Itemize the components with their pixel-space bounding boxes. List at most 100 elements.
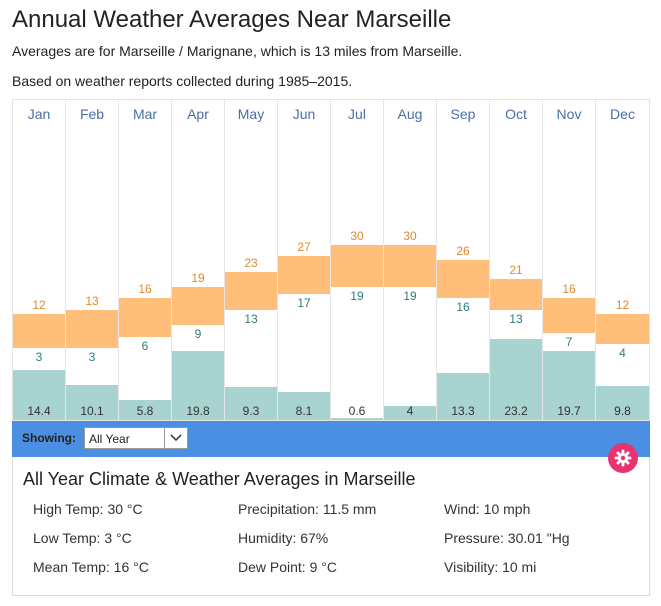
high-temp-label: 30 — [350, 228, 364, 243]
precip-label: 9.3 — [242, 404, 260, 418]
low-temp-label: 6 — [141, 338, 149, 353]
month-label: Dec — [610, 106, 635, 122]
precip-label: 23.2 — [504, 404, 528, 418]
month-column-aug: Aug 30 19 4 — [384, 100, 437, 420]
low-temp-label: 3 — [88, 350, 96, 365]
stat-visibility: Visibility: 10 mi — [444, 559, 537, 575]
temp-range-bar — [225, 271, 277, 310]
high-temp-label: 26 — [456, 244, 470, 259]
month-column-mar: Mar 16 6 5.8 — [119, 100, 172, 420]
high-temp-label: 23 — [244, 255, 258, 270]
temp-range-bar — [172, 286, 224, 326]
high-temp-label: 12 — [32, 297, 46, 312]
select-toggle-button[interactable] — [164, 428, 187, 448]
month-label: Apr — [187, 106, 209, 122]
precip-label: 4 — [406, 404, 414, 418]
high-temp-label: 19 — [191, 270, 205, 285]
precip-bar — [119, 399, 171, 420]
high-temp-label: 16 — [138, 282, 152, 297]
showing-bar: Showing: All Year — [12, 421, 650, 457]
settings-button[interactable] — [608, 443, 638, 473]
precip-bar — [437, 373, 489, 420]
stat-humidity: Humidity: 67% — [238, 530, 329, 546]
high-temp-label: 13 — [85, 293, 99, 308]
month-label: Jun — [292, 106, 316, 122]
precip-bar — [596, 385, 649, 420]
high-temp-label: 16 — [562, 282, 576, 297]
period-select-value: All Year — [89, 432, 130, 446]
page-title: Annual Weather Averages Near Marseille — [12, 6, 452, 33]
temp-range-bar — [437, 260, 489, 299]
precip-bar — [384, 406, 436, 420]
temp-range-bar — [119, 298, 171, 337]
precip-label: 0.6 — [348, 404, 366, 418]
high-temp-label: 21 — [509, 263, 523, 278]
temp-range-bar — [331, 244, 383, 287]
precip-bar — [13, 369, 65, 420]
low-temp-label: 13 — [244, 311, 258, 326]
source-note: Averages are for Marseille / Marignane, … — [12, 43, 463, 59]
month-column-oct: Oct 21 13 23.2 — [490, 100, 543, 420]
stat-high-temp: High Temp: 30 °C — [33, 501, 143, 517]
month-column-dec: Dec 12 4 9.8 — [596, 100, 649, 420]
low-temp-label: 3 — [35, 350, 43, 365]
precip-bar — [543, 351, 595, 420]
month-column-jul: Jul 30 19 0.6 — [331, 100, 384, 420]
temp-range-bar — [384, 244, 436, 287]
temp-range-bar — [66, 309, 118, 349]
gear-icon — [614, 449, 632, 467]
precip-label: 14.4 — [27, 404, 51, 418]
low-temp-label: 9 — [194, 327, 202, 342]
high-temp-label: 27 — [297, 240, 311, 255]
month-label: Oct — [505, 106, 527, 122]
high-temp-label: 12 — [615, 297, 630, 312]
showing-label: Showing: — [22, 431, 76, 445]
precip-label: 8.1 — [295, 404, 313, 418]
month-column-jan: Jan 12 3 14.4 — [13, 100, 66, 420]
stat-precipitation: Precipitation: 11.5 mm — [238, 501, 377, 517]
low-temp-label: 19 — [350, 288, 364, 303]
low-temp-label: 4 — [619, 346, 626, 361]
high-temp-label: 30 — [403, 228, 417, 243]
stat-mean-temp: Mean Temp: 16 °C — [33, 559, 149, 575]
month-label: Nov — [556, 106, 582, 122]
month-column-may: May 23 13 9.3 — [225, 100, 278, 420]
low-temp-label: 16 — [456, 300, 470, 315]
summary-title: All Year Climate & Weather Averages in M… — [23, 469, 416, 489]
precip-label: 9.8 — [614, 404, 631, 418]
weather-chart: Jan 12 3 14.4 Feb 13 3 10.1 Mar 16 6 5.8 Apr 19 9 19.8 M… — [12, 99, 650, 421]
precip-bar — [225, 387, 277, 420]
precip-label: 5.8 — [136, 404, 154, 418]
precip-label: 10.1 — [80, 404, 104, 418]
precip-label: 19.8 — [186, 404, 210, 418]
temp-range-bar — [13, 313, 65, 349]
month-label: Jan — [27, 106, 51, 122]
month-label: Mar — [132, 106, 158, 122]
month-label: Aug — [397, 106, 423, 122]
low-temp-label: 17 — [297, 296, 311, 311]
summary-panel: All Year Climate & Weather Averages in M… — [12, 457, 650, 596]
month-column-apr: Apr 19 9 19.8 — [172, 100, 225, 420]
period-select[interactable]: All Year — [84, 427, 188, 449]
precip-bar — [490, 338, 542, 420]
month-label: Jul — [348, 106, 366, 122]
period-note: Based on weather reports collected durin… — [12, 73, 353, 89]
low-temp-label: 13 — [509, 311, 523, 326]
chevron-down-icon — [170, 434, 182, 442]
precip-bar — [66, 384, 118, 420]
precip-bar — [278, 391, 330, 420]
precip-label: 19.7 — [557, 404, 581, 418]
stat-pressure: Pressure: 30.01 "Hg — [444, 530, 570, 546]
temp-range-bar — [278, 256, 330, 295]
stat-low-temp: Low Temp: 3 °C — [33, 530, 132, 546]
low-temp-label: 7 — [565, 334, 573, 349]
stat-dew-point: Dew Point: 9 °C — [238, 559, 337, 575]
precip-bar — [172, 350, 224, 420]
month-column-feb: Feb 13 3 10.1 — [66, 100, 119, 420]
temp-range-bar — [596, 313, 649, 345]
low-temp-label: 19 — [403, 288, 417, 303]
month-label: Sep — [450, 106, 476, 122]
stat-wind: Wind: 10 mph — [444, 501, 531, 517]
precip-bar — [331, 417, 383, 420]
month-label: May — [237, 106, 265, 122]
